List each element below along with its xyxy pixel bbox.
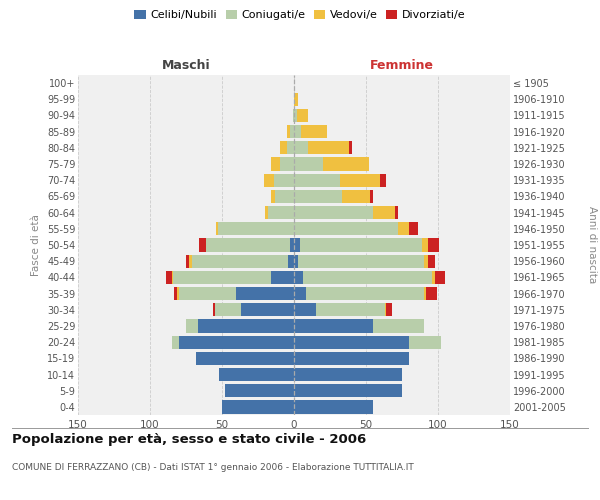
Bar (294, 238, 300, 252)
Bar (197, 320, 294, 332)
Bar (294, 141, 308, 154)
Y-axis label: Fasce di età: Fasce di età (31, 214, 41, 276)
Bar (172, 336, 179, 349)
Bar (294, 125, 301, 138)
Bar (294, 303, 316, 316)
Bar (287, 125, 290, 138)
Bar (290, 238, 294, 252)
Bar (290, 125, 294, 138)
Bar (173, 270, 271, 284)
Bar (236, 287, 294, 300)
Text: Popolazione per età, sesso e stato civile - 2006: Popolazione per età, sesso e stato civil… (12, 432, 366, 446)
Bar (294, 287, 305, 300)
Bar (222, 400, 294, 413)
Bar (265, 206, 268, 220)
Bar (219, 368, 294, 381)
Bar (294, 384, 402, 398)
Text: Anni di nascita: Anni di nascita (587, 206, 597, 284)
Bar (386, 303, 392, 316)
Bar (271, 158, 280, 170)
Bar (373, 206, 395, 220)
Bar (280, 158, 294, 170)
Bar (409, 222, 418, 235)
Bar (294, 174, 340, 187)
Bar (172, 270, 173, 284)
Bar (294, 368, 402, 381)
Bar (398, 222, 409, 235)
Bar (294, 320, 373, 332)
Bar (370, 190, 373, 203)
Bar (218, 222, 294, 235)
Bar (264, 174, 274, 187)
Bar (428, 238, 439, 252)
Bar (268, 206, 294, 220)
Bar (179, 287, 236, 300)
Bar (294, 109, 297, 122)
Bar (186, 320, 197, 332)
Bar (271, 270, 294, 284)
Bar (274, 174, 294, 187)
Bar (427, 287, 437, 300)
Bar (422, 238, 428, 252)
Bar (288, 254, 294, 268)
Bar (302, 270, 432, 284)
Bar (294, 222, 398, 235)
Bar (349, 141, 352, 154)
Bar (199, 238, 206, 252)
Bar (428, 254, 435, 268)
Bar (189, 254, 192, 268)
Bar (298, 254, 424, 268)
Bar (166, 270, 172, 284)
Bar (186, 254, 189, 268)
Bar (340, 174, 380, 187)
Bar (293, 109, 294, 122)
Bar (241, 303, 294, 316)
Bar (385, 303, 386, 316)
Bar (294, 270, 302, 284)
Bar (178, 287, 179, 300)
Bar (395, 206, 398, 220)
Bar (175, 287, 178, 300)
Text: Femmine: Femmine (370, 59, 434, 72)
Bar (271, 190, 275, 203)
Bar (380, 174, 386, 187)
Bar (316, 303, 385, 316)
Bar (323, 158, 369, 170)
Text: COMUNE DI FERRAZZANO (CB) - Dati ISTAT 1° gennaio 2006 - Elaborazione TUTTITALIA: COMUNE DI FERRAZZANO (CB) - Dati ISTAT 1… (12, 463, 414, 472)
Bar (424, 287, 427, 300)
Bar (206, 238, 290, 252)
Bar (297, 109, 308, 122)
Bar (294, 92, 298, 106)
Bar (294, 400, 373, 413)
Bar (294, 254, 298, 268)
Bar (301, 125, 327, 138)
Bar (287, 141, 294, 154)
Bar (216, 222, 218, 235)
Bar (192, 254, 288, 268)
Bar (432, 270, 435, 284)
Bar (308, 141, 349, 154)
Bar (341, 190, 370, 203)
Bar (215, 303, 241, 316)
Bar (435, 270, 445, 284)
Text: Maschi: Maschi (161, 59, 211, 72)
Bar (305, 287, 424, 300)
Bar (424, 254, 428, 268)
Bar (196, 352, 294, 365)
Bar (275, 190, 294, 203)
Bar (373, 320, 424, 332)
Bar (280, 141, 287, 154)
Bar (294, 190, 341, 203)
Bar (294, 336, 409, 349)
Bar (294, 158, 323, 170)
Bar (294, 206, 373, 220)
Bar (294, 352, 409, 365)
Bar (409, 336, 441, 349)
Bar (300, 238, 422, 252)
Legend: Celibi/Nubili, Coniugati/e, Vedovi/e, Divorziati/e: Celibi/Nubili, Coniugati/e, Vedovi/e, Di… (130, 6, 470, 25)
Bar (214, 303, 215, 316)
Bar (225, 384, 294, 398)
Bar (179, 336, 294, 349)
